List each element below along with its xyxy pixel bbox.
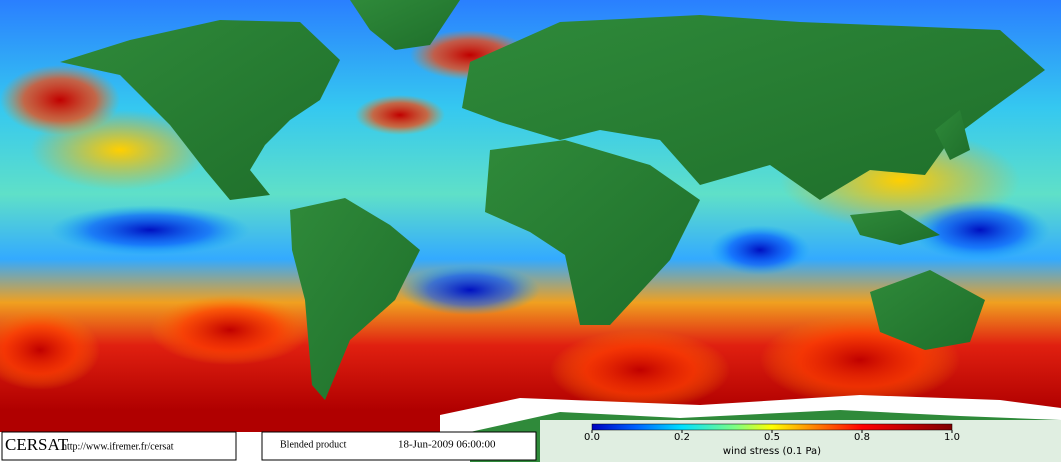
logo: CERSAT: [5, 435, 69, 454]
credit-box: [1, 431, 237, 461]
url: http://www.ifremer.fr/cersat: [62, 441, 174, 452]
colorbar-tick-label: 0.2: [674, 432, 690, 443]
colorbar-tick-label: 1.0: [944, 432, 960, 443]
colorbar-tick-label: 0.5: [764, 432, 780, 443]
colorbar: [591, 423, 953, 431]
colorbar-tick-label: 0.0: [584, 432, 600, 443]
land: [60, 0, 1045, 400]
colorbar-label: wind stress (0.1 Pa): [723, 446, 821, 457]
colorbar-tick-label: 0.8: [854, 432, 870, 443]
date: 18-Jun-2009 06:00:00: [398, 439, 496, 451]
product: Blended product: [280, 439, 347, 450]
product-box: [261, 431, 537, 461]
